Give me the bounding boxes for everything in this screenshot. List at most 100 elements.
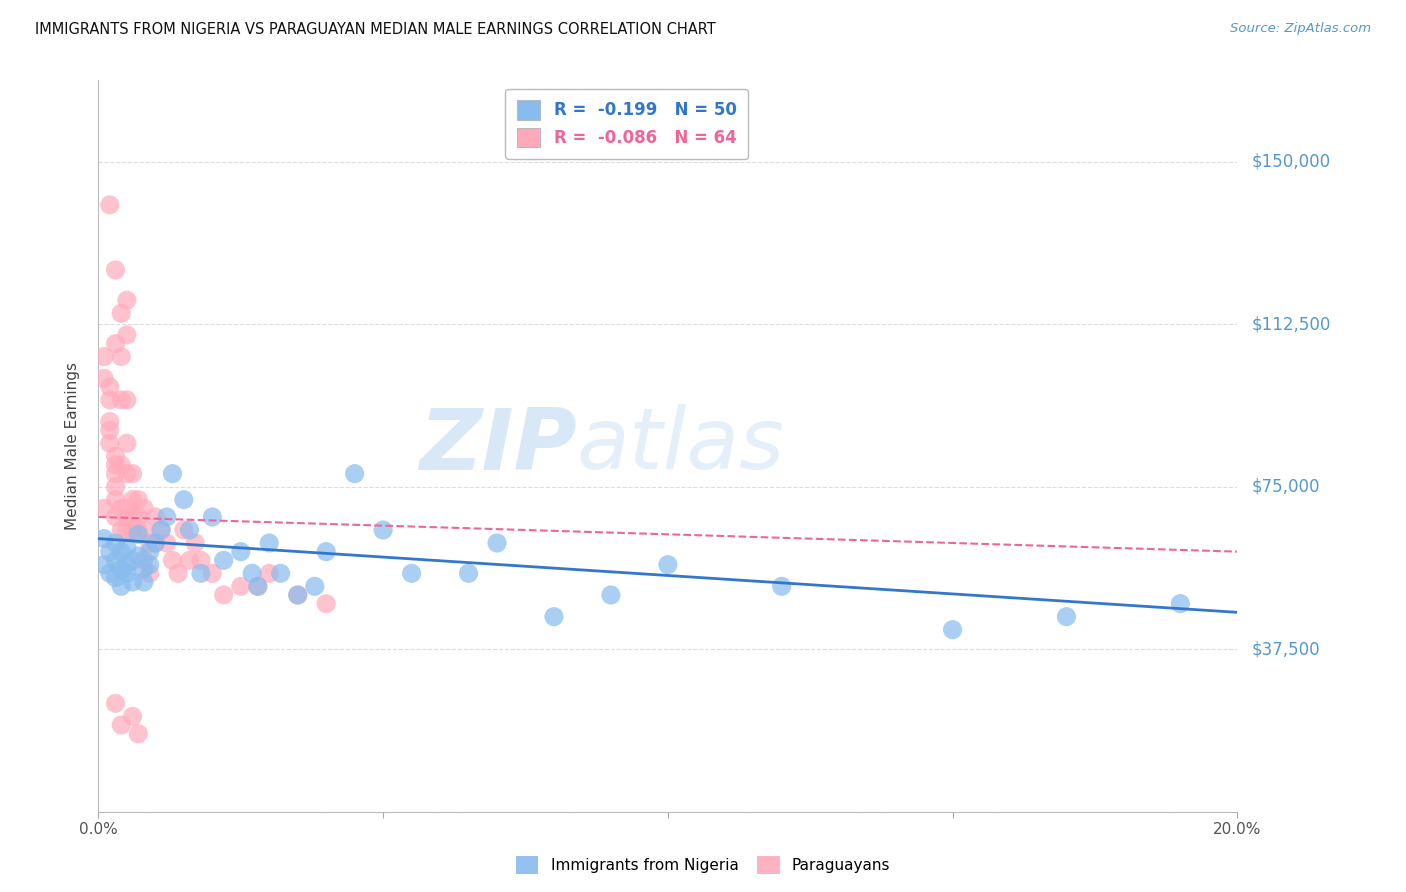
Point <box>104 467 127 481</box>
Point <box>150 523 173 537</box>
Point <box>212 588 235 602</box>
Point <box>315 597 337 611</box>
Text: $37,500: $37,500 <box>1251 640 1320 658</box>
Point <box>1056 609 1078 624</box>
Text: ZIP: ZIP <box>419 404 576 488</box>
Point <box>110 350 132 364</box>
Point <box>156 510 179 524</box>
Point <box>229 579 252 593</box>
Point <box>287 588 309 602</box>
Point <box>287 588 309 602</box>
Point <box>132 562 155 576</box>
Point <box>259 566 281 581</box>
Point <box>115 523 138 537</box>
Text: $150,000: $150,000 <box>1251 153 1330 170</box>
Point <box>115 501 138 516</box>
Point <box>110 523 132 537</box>
Point <box>600 588 623 602</box>
Point <box>167 566 190 581</box>
Point <box>246 579 269 593</box>
Point <box>110 392 132 407</box>
Point <box>138 536 160 550</box>
Y-axis label: Median Male Earnings: Median Male Earnings <box>65 362 80 530</box>
Point <box>110 562 132 576</box>
Point <box>145 536 167 550</box>
Point <box>201 510 224 524</box>
Point <box>93 501 115 516</box>
Text: atlas: atlas <box>576 404 785 488</box>
Point <box>110 501 132 516</box>
Point <box>93 532 115 546</box>
Point <box>201 566 224 581</box>
Point <box>162 467 184 481</box>
Point <box>98 198 121 212</box>
Point <box>127 492 149 507</box>
Point <box>121 574 143 589</box>
Point <box>543 609 565 624</box>
Point <box>98 380 121 394</box>
Point <box>121 492 143 507</box>
Point <box>343 467 366 481</box>
Point <box>115 566 138 581</box>
Point <box>98 566 121 581</box>
Point <box>104 553 127 567</box>
Point <box>179 553 201 567</box>
Point <box>162 553 184 567</box>
Point <box>770 579 793 593</box>
Point <box>104 450 127 464</box>
Point <box>104 571 127 585</box>
Legend: Immigrants from Nigeria, Paraguayans: Immigrants from Nigeria, Paraguayans <box>509 850 897 880</box>
Point <box>115 541 138 555</box>
Point <box>104 492 127 507</box>
Point <box>304 579 326 593</box>
Point <box>127 727 149 741</box>
Point <box>104 336 127 351</box>
Point <box>115 327 138 342</box>
Point <box>246 579 269 593</box>
Point <box>121 523 143 537</box>
Point <box>104 480 127 494</box>
Point <box>132 501 155 516</box>
Point <box>127 549 149 563</box>
Point <box>98 423 121 437</box>
Point <box>127 527 149 541</box>
Point <box>270 566 292 581</box>
Point <box>942 623 965 637</box>
Point <box>104 263 127 277</box>
Point <box>98 544 121 558</box>
Point <box>121 467 143 481</box>
Text: Source: ZipAtlas.com: Source: ZipAtlas.com <box>1230 22 1371 36</box>
Point <box>110 458 132 472</box>
Point <box>115 467 138 481</box>
Point <box>110 544 132 558</box>
Point <box>121 510 143 524</box>
Point <box>115 558 138 572</box>
Point <box>1170 597 1192 611</box>
Point <box>104 510 127 524</box>
Point <box>110 579 132 593</box>
Point <box>179 523 201 537</box>
Text: IMMIGRANTS FROM NIGERIA VS PARAGUAYAN MEDIAN MALE EARNINGS CORRELATION CHART: IMMIGRANTS FROM NIGERIA VS PARAGUAYAN ME… <box>35 22 716 37</box>
Point <box>98 392 121 407</box>
Point <box>110 306 132 320</box>
Text: $75,000: $75,000 <box>1251 477 1320 496</box>
Point <box>93 350 115 364</box>
Point <box>138 566 160 581</box>
Point <box>132 523 155 537</box>
Point <box>184 536 207 550</box>
Point <box>115 510 138 524</box>
Point <box>98 436 121 450</box>
Point <box>127 510 149 524</box>
Point <box>121 709 143 723</box>
Point <box>104 536 127 550</box>
Legend: R =  -0.199   N = 50, R =  -0.086   N = 64: R = -0.199 N = 50, R = -0.086 N = 64 <box>505 88 748 159</box>
Point <box>173 492 195 507</box>
Point <box>150 523 173 537</box>
Point <box>457 566 479 581</box>
Point <box>156 536 179 550</box>
Point <box>110 718 132 732</box>
Point <box>190 553 212 567</box>
Point <box>138 558 160 572</box>
Point <box>121 553 143 567</box>
Point <box>115 293 138 308</box>
